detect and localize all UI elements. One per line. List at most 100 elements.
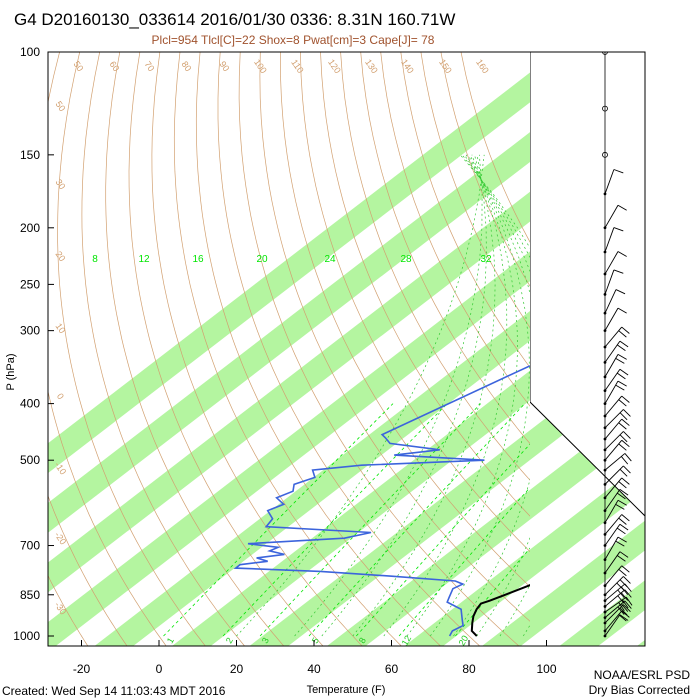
wind-barb-flag [618, 614, 627, 622]
organization-label: NOAA/ESRL PSD [594, 668, 691, 682]
wind-barb-dot [603, 544, 607, 547]
low-mixing-label: 3 [260, 636, 271, 645]
dry-adiabat [128, 52, 324, 646]
pressure-tick-label: 100 [20, 45, 40, 59]
wind-barb-flag [617, 499, 627, 506]
wind-barb-staff [604, 251, 619, 275]
wind-band-stripe [637, 639, 645, 646]
chart-subtitle: Plcl=954 Tlcl[C]=22 Shox=8 Pwat[cm]=3 Ca… [152, 33, 435, 47]
wind-barb-flag [621, 326, 630, 334]
dry-adiabat [380, 52, 530, 407]
mixing-ratio-lines [163, 403, 530, 637]
wind-barb-flag [615, 384, 625, 391]
wet-adiabat [321, 154, 487, 637]
dry-adiabat-label: 90 [217, 59, 231, 73]
wind-barb-staff [604, 453, 626, 471]
temperature-tick-label: 60 [385, 662, 399, 676]
dry-adiabat [48, 52, 167, 646]
wind-barb-flag [621, 395, 630, 403]
band-stripe [48, 132, 530, 533]
dry-adiabat-label: 60 [107, 59, 121, 73]
wind-barb-flag [616, 527, 626, 535]
wet-adiabat [461, 154, 530, 637]
wind-barb-dot [603, 496, 607, 500]
dry-adiabat [217, 52, 481, 646]
wind-barb-dot [603, 360, 607, 364]
mixing-ratio-label: 8 [92, 254, 98, 265]
wind-barb-staff [604, 576, 624, 596]
x-axis-label: Temperature (F) [307, 684, 386, 696]
wind-barb-flag [617, 353, 627, 360]
wind-barb-flag [620, 592, 629, 601]
wind-barb-flag [617, 606, 625, 615]
wind-barb-flag [621, 418, 630, 426]
mixing-ratio-label: 12 [138, 254, 150, 265]
wind-barb-staff [604, 465, 624, 485]
created-timestamp: Created: Wed Sep 14 11:03:43 MDT 2016 [2, 684, 226, 698]
wind-barb-dot [603, 599, 607, 603]
wind-barb-dot [603, 509, 607, 513]
mixing-ratio-label: 24 [324, 254, 336, 265]
wind-barb-dot [603, 634, 607, 638]
wind-barb-dot [603, 402, 607, 406]
wind-band-stripe [530, 520, 645, 639]
wind-barb-flag [620, 586, 629, 595]
wind-barb-flag [618, 330, 627, 338]
wind-barb-flag [619, 488, 629, 496]
band-stripe [172, 370, 530, 646]
wind-barb-staff [604, 489, 621, 511]
mixing-ratio-label: 20 [256, 254, 268, 265]
mixing-ratio-line [398, 487, 530, 637]
dry-adiabat-label: 100 [252, 57, 269, 75]
wind-barb-flag [624, 589, 632, 598]
wind-barb-staff [604, 600, 626, 618]
wind-panel-bands [530, 52, 645, 646]
wind-barb-dot [603, 192, 607, 196]
wind-barb-flag [619, 523, 629, 531]
wind-barb-flag [618, 422, 627, 430]
wind-barbs [602, 52, 633, 638]
temperature-tick-label: 0 [156, 662, 163, 676]
band-stripe [327, 489, 530, 646]
theta-label-left: 0 [55, 391, 66, 401]
dry-adiabat [440, 52, 530, 287]
wind-barb-flag [623, 576, 631, 584]
wind-barb-dot [603, 605, 607, 608]
mixing-ratio-label: 32 [480, 254, 492, 265]
wind-barb-dot [603, 533, 607, 536]
wind-barb-flag [619, 340, 629, 348]
wind-barb-flag [618, 568, 627, 577]
wind-barb-dot [603, 629, 607, 633]
wind-barb-flag [615, 289, 626, 295]
temperature-tick-label: -20 [73, 662, 91, 676]
bias-correction-label: Dry Bias Corrected [589, 683, 690, 697]
dry-adiabat-label: 120 [326, 57, 343, 75]
pressure-tick-label: 400 [20, 397, 40, 411]
wind-barb-flag [615, 358, 625, 364]
wind-barb-flag [616, 372, 626, 380]
calm-wind-marker [602, 151, 608, 158]
wind-barb-flag [618, 443, 627, 451]
wind-band-stripe [530, 461, 645, 580]
wind-barb-dot [603, 389, 607, 392]
mixing-ratio-line [222, 403, 448, 637]
band-stripe [48, 191, 530, 593]
wet-adiabat [453, 154, 530, 637]
wind-barb-dot [603, 458, 607, 462]
band-stripe [249, 430, 530, 646]
wind-barb-dot [603, 610, 607, 614]
wind-barb-flag [619, 551, 629, 558]
wind-barb-staff [604, 523, 621, 546]
wind-barb-flag [620, 456, 629, 465]
pressure-tick-label: 1000 [13, 629, 40, 643]
temperature-tick-label: 40 [307, 662, 321, 676]
wet-adiabat [294, 154, 483, 637]
plot-area: 50 60 70 80 90 100 110 120 130 140 150 160 50302010… [48, 52, 530, 646]
wind-barb-flag [615, 540, 625, 547]
temperature-tick-label: 100 [536, 662, 556, 676]
wind-panel-border [530, 52, 645, 517]
dry-adiabat-label: 50 [71, 59, 85, 73]
wind-barb-staff [604, 431, 624, 451]
wind-barb-staff [604, 340, 621, 363]
wind-barb-flag [615, 503, 625, 510]
